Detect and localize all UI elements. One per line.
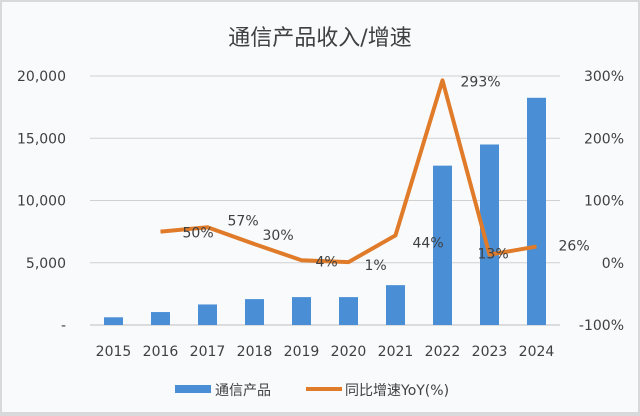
right-axis-tick-label: 200% <box>584 131 624 147</box>
legend-label-line: 同比增速YoY(%) <box>345 383 449 399</box>
line-data-label: 4% <box>316 254 338 270</box>
bar-2016 <box>151 312 170 325</box>
x-axis-tick-label: 2017 <box>190 344 226 360</box>
bar-2023 <box>480 144 499 325</box>
x-axis-tick-label: 2024 <box>519 344 555 360</box>
line-data-label: 30% <box>263 228 294 244</box>
x-axis-tick-label: 2023 <box>472 344 508 360</box>
left-axis-tick-label: 15,000 <box>17 131 66 147</box>
chart-title: 通信产品收入/增速 <box>228 26 411 51</box>
line-data-label: 57% <box>228 213 259 229</box>
bar-2019 <box>292 297 311 325</box>
bar-2021 <box>386 285 405 325</box>
right-axis-tick-label: 100% <box>584 194 624 210</box>
x-axis-tick-label: 2016 <box>143 344 179 360</box>
bar-2024 <box>527 97 546 325</box>
legend-swatch-bar <box>175 385 211 393</box>
right-axis-tick-label: 0% <box>602 256 624 272</box>
x-axis-tick-label: 2018 <box>237 344 273 360</box>
chart-svg: 通信产品收入/增速 - 5,000 10,000 15,000 20,000 -100%… <box>17 26 624 399</box>
legend-label-bar: 通信产品 <box>215 383 271 399</box>
legend: 通信产品 同比增速YoY(%) <box>175 383 449 399</box>
bar-2015 <box>104 317 123 325</box>
line-data-label: 50% <box>183 226 214 242</box>
right-axis-tick-label: 300% <box>584 69 624 85</box>
line-data-label: 26% <box>559 239 590 255</box>
line-data-label: 1% <box>365 258 387 274</box>
right-axis-labels: -100% 0% 100% 200% 300% <box>579 69 624 334</box>
x-axis-tick-label: 2015 <box>96 344 132 360</box>
right-axis-tick-label: -100% <box>579 318 624 334</box>
line-data-label: 44% <box>413 235 444 251</box>
x-axis-tick-label: 2019 <box>284 344 320 360</box>
bar-2022 <box>433 165 452 325</box>
x-axis-tick-label: 2022 <box>425 344 461 360</box>
bar-2020 <box>339 297 358 325</box>
bar-series <box>104 97 546 325</box>
line-data-labels: 50% 57%30% 4% 1% 44% 293% 13% 26% <box>183 74 590 274</box>
bar-2018 <box>245 299 264 325</box>
chart-frame: 通信产品收入/增速 - 5,000 10,000 15,000 20,000 -100%… <box>2 2 638 412</box>
line-data-label: 293% <box>461 74 501 90</box>
left-axis-tick-label: 20,000 <box>17 69 66 85</box>
left-axis-tick-label: 10,000 <box>17 194 66 210</box>
left-axis-tick-label: 5,000 <box>26 256 66 272</box>
x-axis-labels: 2015 2016 2017 2018 2019 2020 2021 2022 2023 2024 <box>96 344 555 360</box>
x-axis-tick-label: 2020 <box>331 344 367 360</box>
bar-2017 <box>198 304 217 325</box>
left-axis-tick-label: - <box>61 318 66 334</box>
line-series <box>160 78 537 265</box>
line-data-label: 13% <box>478 247 509 263</box>
x-axis-tick-label: 2021 <box>378 344 414 360</box>
left-axis-labels: - 5,000 10,000 15,000 20,000 <box>17 69 66 334</box>
